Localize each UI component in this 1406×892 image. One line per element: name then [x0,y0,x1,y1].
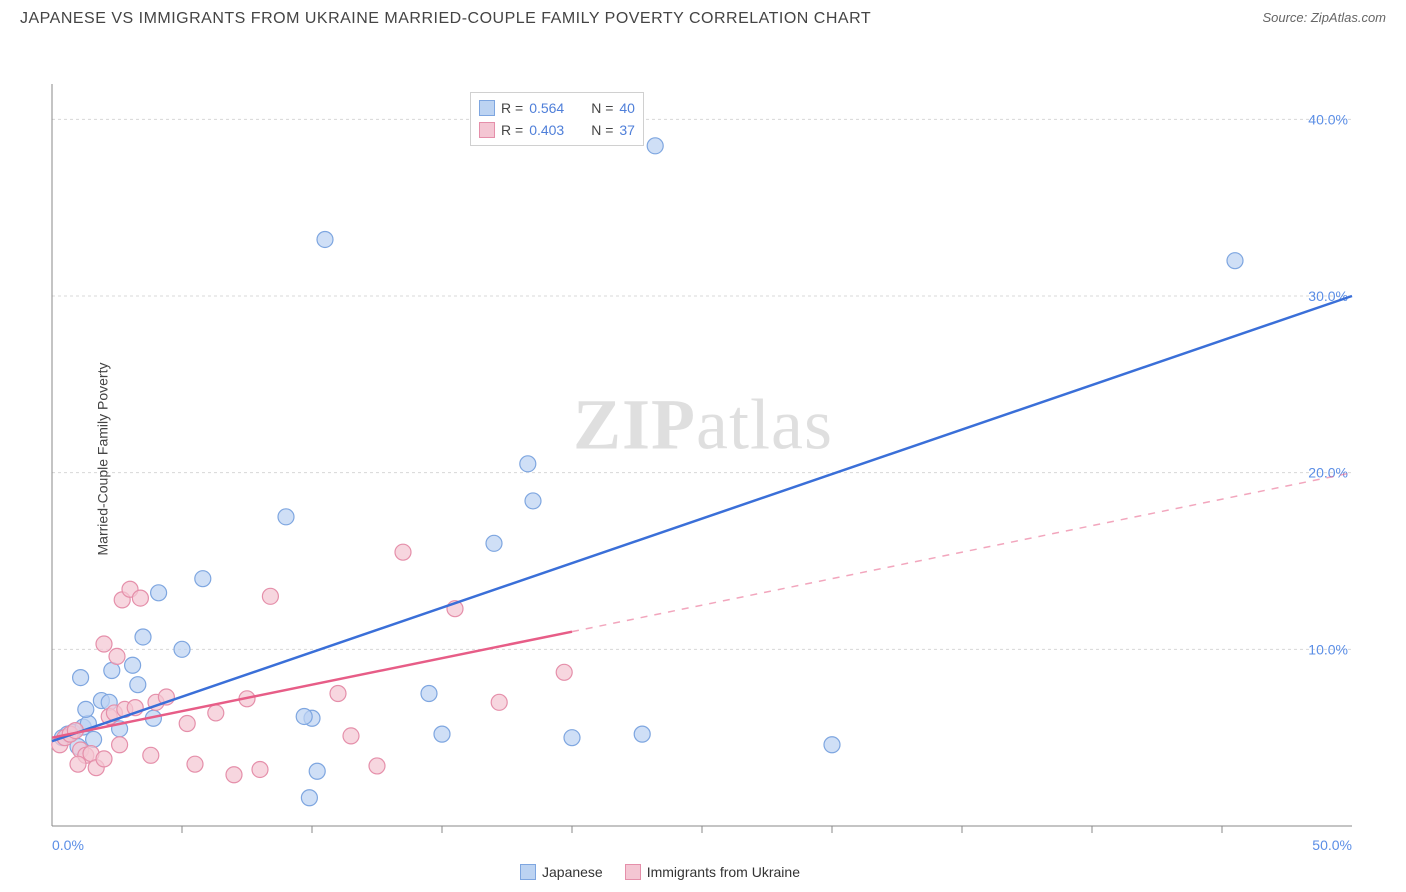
n-value: 40 [619,97,635,119]
legend-swatch [479,100,495,116]
n-label: N = [591,119,613,141]
legend-label: Immigrants from Ukraine [647,864,800,880]
svg-text:10.0%: 10.0% [1308,641,1348,657]
r-value: 0.403 [529,119,577,141]
legend-item: Japanese [520,864,603,880]
r-value: 0.564 [529,97,577,119]
n-label: N = [591,97,613,119]
stats-row: R = 0.564 N = 40 [479,97,635,119]
legend-swatch [625,864,641,880]
svg-text:50.0%: 50.0% [1312,837,1352,853]
y-axis-label: Married-Couple Family Poverty [94,363,110,556]
svg-text:30.0%: 30.0% [1308,288,1348,304]
r-label: R = [501,97,523,119]
legend-swatch [479,122,495,138]
n-value: 37 [619,119,635,141]
stats-legend: R = 0.564 N = 40 R = 0.403 N = 37 [470,92,644,146]
legend-label: Japanese [542,864,603,880]
series-legend: Japanese Immigrants from Ukraine [520,864,800,880]
chart-area: Married-Couple Family Poverty ZIPatlas 1… [0,34,1406,884]
title-bar: JAPANESE VS IMMIGRANTS FROM UKRAINE MARR… [0,0,1406,34]
svg-text:40.0%: 40.0% [1308,111,1348,127]
legend-swatch [520,864,536,880]
svg-text:0.0%: 0.0% [52,837,84,853]
scatter-plot-svg: 10.0%20.0%30.0%40.0%0.0%50.0% [0,34,1392,876]
legend-item: Immigrants from Ukraine [625,864,800,880]
r-label: R = [501,119,523,141]
source-credit: Source: ZipAtlas.com [1262,10,1386,25]
chart-title: JAPANESE VS IMMIGRANTS FROM UKRAINE MARR… [20,10,871,28]
stats-row: R = 0.403 N = 37 [479,119,635,141]
